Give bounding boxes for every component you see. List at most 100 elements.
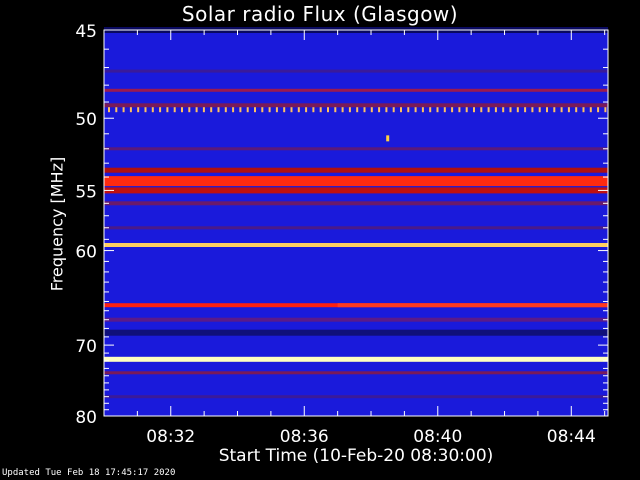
y-tick-label: 50 [75, 110, 97, 130]
spectrogram-dashed-band [268, 107, 271, 113]
spectrogram-dashed-band [524, 107, 527, 113]
y-tick-label: 80 [75, 408, 97, 428]
spectrogram-band [104, 395, 608, 399]
spectrogram-dashed-band [546, 107, 548, 113]
spectrogram-dashed-band [348, 107, 351, 113]
y-tick-label: 60 [75, 243, 97, 263]
spectrogram-dashed-band [275, 107, 278, 113]
spectrogram-dashed-band [246, 107, 249, 113]
spectrogram-dashed-band [538, 107, 541, 113]
spectrogram-dashed-band [429, 107, 432, 113]
spectrogram-dashed-band [465, 107, 468, 113]
spectrogram-dashed-band [297, 107, 300, 113]
spectrogram-dashed-band [195, 107, 198, 113]
spectrogram-dashed-band [516, 107, 519, 113]
spectrogram-dashed-band [473, 107, 475, 113]
x-tick-label: 08:32 [146, 427, 195, 447]
spectrogram-dashed-band [232, 107, 235, 113]
spectrogram-dashed-band [509, 107, 512, 113]
spectrogram-dashed-band [414, 107, 417, 113]
spectrogram-dashed-band [385, 107, 388, 113]
spectrogram-dashed-band [159, 107, 162, 113]
spectrogram-dashed-band [487, 107, 490, 113]
spectrogram-band-highlight [337, 303, 608, 308]
spectrogram-dashed-band [181, 107, 183, 113]
y-tick-label: 55 [75, 182, 97, 202]
spectrogram-spot [386, 135, 390, 142]
spectrogram-dashed-band [392, 107, 395, 113]
y-axis-label: Frequency [MHz] [47, 156, 67, 292]
spectrogram-band [104, 88, 608, 92]
spectrogram-dashed-band [451, 107, 454, 113]
spectrogram-dashed-band [443, 107, 446, 113]
spectrogram-band [104, 201, 608, 206]
spectrogram-band [104, 167, 608, 173]
spectrogram-dashed-band [217, 107, 220, 113]
spectrogram-band [104, 371, 608, 375]
spectrogram-band [104, 187, 608, 194]
spectrogram-band [104, 103, 608, 108]
spectrogram-background [104, 30, 608, 416]
chart-title: Solar radio Flux (Glasgow) [181, 2, 459, 26]
spectrogram-dashed-band [283, 107, 286, 113]
spectrogram-band [104, 243, 608, 247]
spectrogram-dashed-band [370, 107, 373, 113]
spectrogram-dashed-band [421, 107, 424, 113]
spectrogram-dashed-band [137, 107, 140, 113]
spectrogram-dashed-band [575, 107, 578, 113]
spectrogram-dashed-band [173, 107, 176, 113]
y-tick-label: 70 [75, 337, 97, 357]
spectrogram-dashed-band [436, 107, 439, 113]
spectrogram-dashed-band [378, 107, 381, 113]
spectrogram-dashed-band [239, 107, 242, 113]
y-tick-label: 45 [75, 22, 97, 42]
spectrogram-dashed-band [115, 107, 118, 113]
spectrogram-dashed-band [356, 107, 359, 113]
spectrogram-dashed-band [604, 107, 607, 113]
spectrogram-dashed-band [202, 107, 205, 113]
x-tick-label: 08:40 [413, 427, 462, 447]
spectrogram-dashed-band [261, 107, 264, 113]
spectrogram-dashed-band [210, 107, 213, 113]
spectrogram-dashed-band [188, 107, 191, 113]
spectrogram-dashed-band [327, 107, 329, 113]
spectrogram-dashed-band [531, 107, 534, 113]
spectrogram-band [104, 147, 608, 151]
spectrogram-band [104, 176, 608, 187]
spectrogram-dashed-band [502, 107, 505, 113]
spectrogram-dashed-band [312, 107, 315, 113]
spectrogram-dashed-band [553, 107, 556, 113]
spectrogram-dashed-band [560, 107, 563, 113]
spectrogram-dashed-band [589, 107, 592, 113]
spectrogram-dashed-band [494, 107, 497, 113]
spectrogram-dashed-band [458, 107, 461, 113]
spectrogram-dashed-band [122, 107, 125, 113]
updated-timestamp: Updated Tue Feb 18 17:45:17 2020 [2, 468, 176, 478]
spectrogram-dashed-band [341, 107, 344, 113]
spectrogram-dashed-band [597, 107, 600, 113]
spectrogram-band [104, 226, 608, 230]
spectrogram-dashed-band [224, 107, 227, 113]
spectrogram-dashed-band [144, 107, 147, 113]
plot-frame [103, 29, 609, 417]
spectrogram-dashed-band [480, 107, 483, 113]
spectrogram-dashed-band [254, 107, 256, 113]
spectrogram-dashed-band [363, 107, 366, 113]
spectrogram-dashed-band [305, 107, 308, 113]
x-tick-label: 08:36 [280, 427, 329, 447]
spectrogram-band [104, 356, 608, 362]
spectrogram-dashed-band [108, 107, 110, 113]
x-axis-label: Start Time (10-Feb-20 08:30:00) [218, 446, 494, 466]
spectrogram-dashed-band [400, 107, 402, 113]
spectrogram-dashed-band [582, 107, 585, 113]
spectrogram-dashed-band [166, 107, 169, 113]
spectrogram-band [104, 317, 608, 322]
x-tick-label: 08:44 [547, 427, 596, 447]
spectrogram-band [104, 69, 608, 73]
spectrogram-dashed-band [151, 107, 154, 113]
spectrogram-dashed-band [290, 107, 293, 113]
spectrogram-dashed-band [319, 107, 322, 113]
spectrogram-dashed-band [129, 107, 132, 113]
